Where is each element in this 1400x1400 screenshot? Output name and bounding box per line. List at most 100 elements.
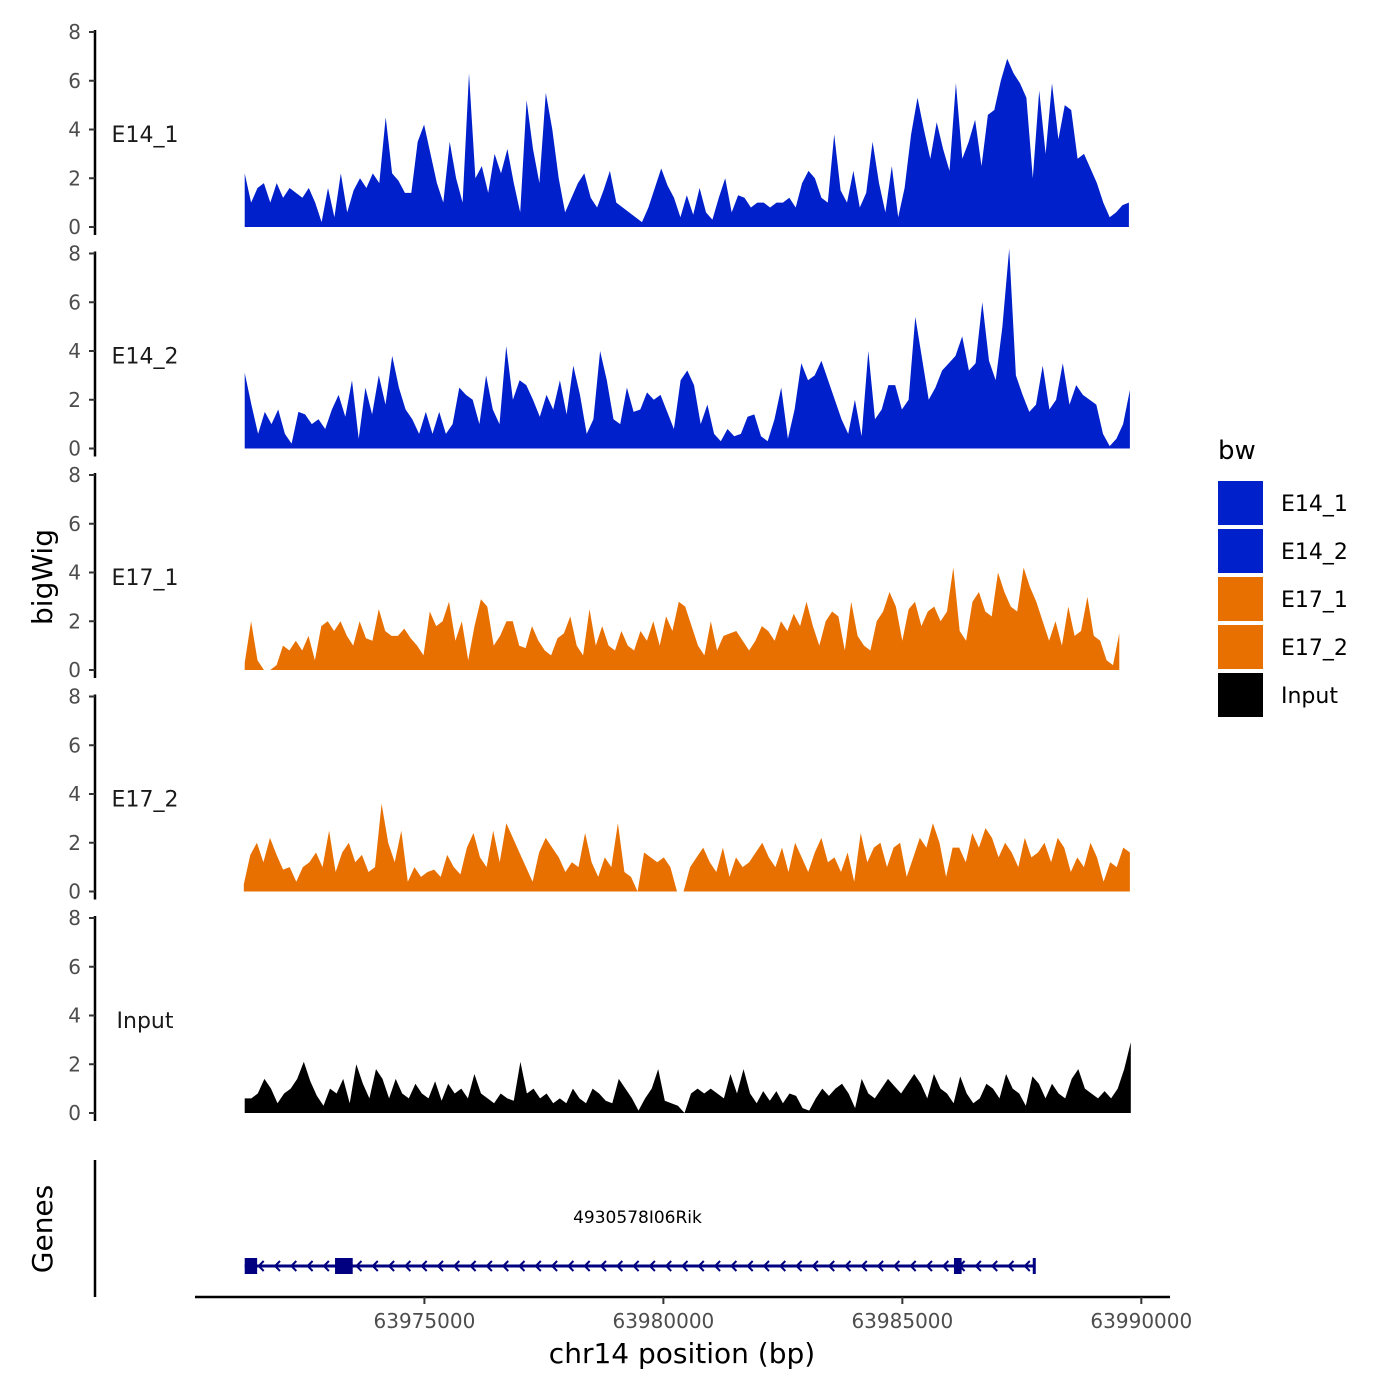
strand-arrow: [844, 1260, 852, 1272]
strand-arrow: [436, 1260, 444, 1272]
y-tick-label: 2: [68, 831, 81, 855]
y-tick-label: 8: [68, 685, 81, 709]
x-tick-label: 63985000: [851, 1309, 953, 1333]
y-tick-label: 0: [68, 658, 81, 682]
track-e14-2: 0 2 4 6 8 E14_2: [68, 242, 1130, 461]
strand-arrow: [1023, 1260, 1031, 1272]
x-tick-label: 63975000: [374, 1309, 476, 1333]
coverage-area: [244, 1042, 1131, 1113]
strand-arrow: [811, 1260, 819, 1272]
strand-arrow: [990, 1260, 998, 1272]
y-tick-label: 6: [68, 290, 81, 314]
strand-arrow: [534, 1260, 542, 1272]
legend-label: E14_1: [1281, 492, 1348, 517]
strand-arrow: [876, 1260, 884, 1272]
strand-arrow: [909, 1260, 917, 1272]
y-tick-label: 4: [68, 118, 81, 142]
strand-arrow: [306, 1260, 314, 1272]
strand-arrow: [615, 1260, 624, 1272]
track-label: Input: [117, 1009, 174, 1034]
track-e14-1: 0 2 4 6 8 E14_1: [68, 20, 1129, 239]
y-tick-label: 0: [68, 437, 81, 461]
strand-arrow: [371, 1260, 379, 1272]
strand-arrow: [322, 1260, 330, 1272]
strand-arrow: [795, 1260, 803, 1272]
y-tick-label: 2: [68, 166, 81, 190]
strand-arrow: [941, 1260, 950, 1272]
strand-arrow: [681, 1260, 689, 1272]
y-tick-label: 6: [68, 512, 81, 536]
coverage-area: [244, 58, 1129, 227]
strand-arrow: [289, 1260, 298, 1272]
y-tick-label: 8: [68, 463, 81, 487]
y-tick-label: 0: [68, 880, 81, 904]
legend: bw E14_1 E14_2 E17_1 E17_2 Input: [1218, 436, 1348, 717]
x-axis: 63975000 63980000 63985000 63990000: [195, 1295, 1192, 1333]
y-tick-label: 6: [68, 69, 81, 93]
track-label: E17_2: [112, 788, 179, 813]
x-tick-label: 63980000: [612, 1309, 714, 1333]
strand-arrow: [925, 1260, 933, 1272]
gene-exon: [953, 1258, 962, 1274]
strand-arrow: [746, 1260, 754, 1272]
coverage-area: [244, 567, 1120, 670]
legend-key: [1218, 529, 1263, 573]
strand-arrow: [387, 1260, 395, 1272]
y-tick-label: 2: [68, 1052, 81, 1076]
strand-arrow: [599, 1260, 607, 1272]
y-tick-label: 0: [68, 1101, 81, 1125]
track-label: E14_1: [112, 123, 179, 148]
strand-arrow: [664, 1260, 672, 1272]
strand-arrow: [762, 1260, 770, 1272]
gene-name: 4930578I06Rik: [573, 1208, 702, 1228]
y-tick-label: 4: [68, 339, 81, 363]
legend-label: E14_2: [1281, 540, 1348, 565]
strand-arrow: [632, 1260, 640, 1272]
strand-arrow: [583, 1260, 591, 1272]
y-tick-label: 8: [68, 906, 81, 930]
strand-arrow: [827, 1260, 835, 1272]
strand-arrow: [273, 1260, 281, 1272]
strand-arrow: [501, 1260, 509, 1272]
strand-arrow: [974, 1260, 982, 1272]
x-tick-label: 63990000: [1090, 1309, 1192, 1333]
track-e17-2: 0 2 4 6 8 E17_2: [68, 685, 1130, 904]
legend-label: E17_2: [1281, 636, 1348, 661]
track-e17-1: 0 2 4 6 8 E17_1: [68, 463, 1120, 682]
legend-label: Input: [1281, 684, 1338, 709]
coverage-area: [244, 248, 1130, 449]
legend-key: [1218, 481, 1263, 525]
legend-title: bw: [1218, 436, 1256, 466]
strand-arrow: [469, 1260, 477, 1272]
track-label: E14_2: [112, 345, 179, 370]
strand-arrow: [697, 1260, 705, 1272]
legend-key: [1218, 577, 1263, 621]
legend-label: E17_1: [1281, 588, 1348, 613]
y-tick-label: 4: [68, 1004, 81, 1028]
strand-arrow: [713, 1260, 721, 1272]
strand-arrow: [403, 1260, 412, 1272]
strand-arrow: [566, 1260, 575, 1272]
y-tick-label: 6: [68, 733, 81, 757]
coverage-area: [243, 803, 1130, 892]
strand-arrow: [729, 1260, 738, 1272]
gene-panel: 4930578I06Rik: [93, 1160, 1036, 1297]
strand-arrow: [648, 1260, 656, 1272]
y-tick-label: 0: [68, 215, 81, 239]
y-axis-title: bigWig: [26, 529, 59, 625]
y-tick-label: 6: [68, 955, 81, 979]
legend-key: [1218, 625, 1263, 669]
strand-arrow: [550, 1260, 558, 1272]
y-tick-label: 8: [68, 242, 81, 266]
strand-arrow: [485, 1260, 493, 1272]
strand-arrow: [778, 1260, 787, 1272]
gene-exon: [244, 1258, 258, 1274]
y-tick-label: 4: [68, 782, 81, 806]
strand-arrow: [355, 1260, 363, 1272]
track-input: 0 2 4 6 8 Input: [68, 906, 1131, 1125]
strand-arrow: [257, 1260, 265, 1272]
legend-key: [1218, 673, 1263, 717]
gene-exon: [335, 1258, 353, 1274]
genes-panel-title: Genes: [26, 1185, 59, 1273]
